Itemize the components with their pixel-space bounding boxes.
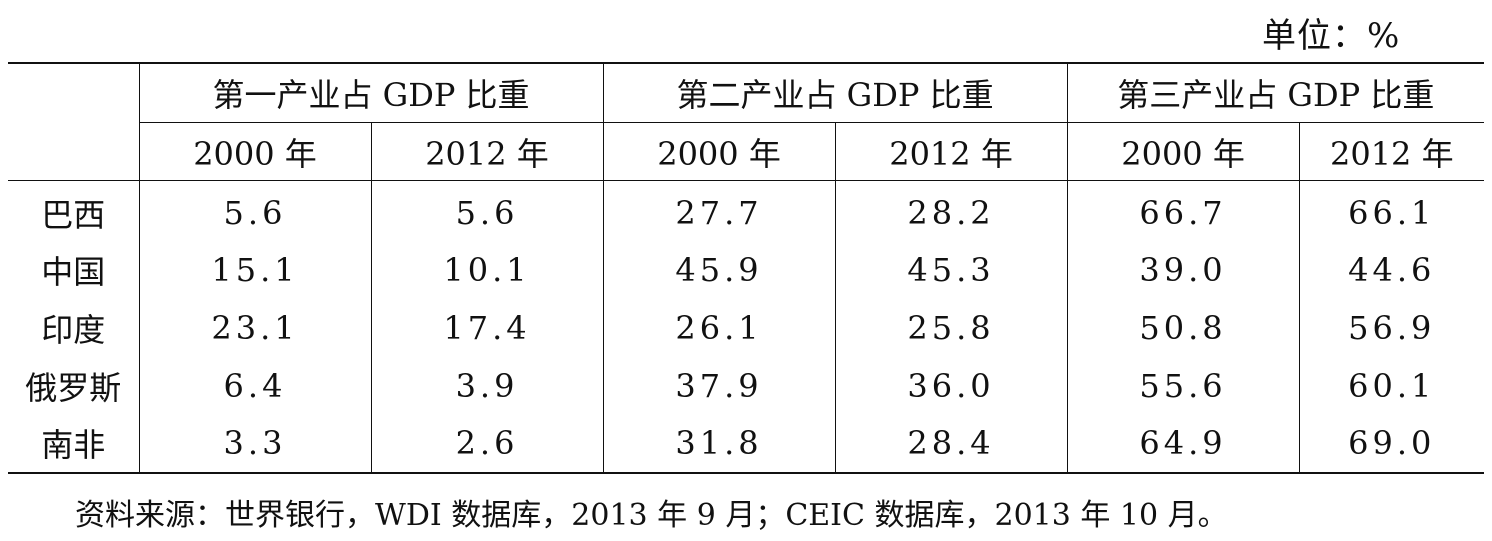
year-header: 2012 年 [1298, 122, 1485, 181]
value-cell: 5.6 [370, 180, 604, 242]
value-cell: 3.9 [370, 356, 604, 415]
year-header: 2000 年 [138, 122, 371, 181]
year-header: 2000 年 [1066, 122, 1300, 181]
country-cell: 俄罗斯 [25, 368, 122, 407]
value-cell: 69.0 [1298, 414, 1485, 473]
value-cell: 44.6 [1298, 241, 1485, 300]
value-cell: 55.6 [1066, 356, 1300, 415]
value-cell: 56.9 [1298, 299, 1485, 357]
country-cell: 南非 [41, 426, 106, 465]
value-cell: 3.3 [138, 414, 371, 473]
value-cell: 25.8 [834, 299, 1068, 357]
value-cell: 45.9 [602, 241, 836, 300]
table-row: 巴西 5.6 5.6 27.7 28.2 66.7 66.1 [8, 180, 1485, 242]
unit-label: 单位：% [1262, 16, 1401, 56]
industry-gdp-share-table: 第一产业占 GDP 比重 第二产业占 GDP 比重 第三产业占 GDP 比重 2… [8, 62, 1485, 474]
value-cell: 39.0 [1066, 241, 1300, 300]
country-cell: 中国 [41, 253, 106, 292]
value-cell: 64.9 [1066, 414, 1300, 473]
country-cell: 巴西 [41, 195, 106, 234]
year-header: 2000 年 [602, 122, 836, 181]
value-cell: 60.1 [1298, 356, 1485, 415]
source-note: 资料来源：世界银行，WDI 数据库，2013 年 9 月；CEIC 数据库，20… [75, 498, 1228, 533]
value-cell: 28.4 [834, 414, 1068, 473]
value-cell: 45.3 [834, 241, 1068, 300]
table-row: 南非 3.3 2.6 31.8 28.4 64.9 69.0 [8, 414, 1485, 473]
year-header: 2012 年 [834, 122, 1068, 181]
value-cell: 66.1 [1298, 180, 1485, 242]
value-cell: 66.7 [1066, 180, 1300, 242]
value-cell: 36.0 [834, 356, 1068, 415]
value-cell: 2.6 [370, 414, 604, 473]
corner-cell-lower [8, 123, 139, 181]
table-row: 中国 15.1 10.1 45.9 45.3 39.0 44.6 [8, 241, 1485, 300]
group-header-tertiary: 第三产业占 GDP 比重 [1066, 63, 1485, 123]
corner-cell [8, 63, 139, 123]
value-cell: 15.1 [138, 241, 371, 300]
value-cell: 31.8 [602, 414, 836, 473]
group-header-secondary: 第二产业占 GDP 比重 [602, 63, 1068, 123]
value-cell: 50.8 [1066, 299, 1300, 357]
value-cell: 28.2 [834, 180, 1068, 242]
group-header-row: 第一产业占 GDP 比重 第二产业占 GDP 比重 第三产业占 GDP 比重 [8, 63, 1485, 123]
value-cell: 27.7 [602, 180, 836, 242]
table-row: 印度 23.1 17.4 26.1 25.8 50.8 56.9 [8, 299, 1485, 357]
value-cell: 17.4 [370, 299, 604, 357]
value-cell: 5.6 [138, 180, 371, 242]
value-cell: 37.9 [602, 356, 836, 415]
group-header-primary: 第一产业占 GDP 比重 [138, 63, 604, 123]
value-cell: 23.1 [138, 299, 371, 357]
country-cell: 印度 [41, 310, 106, 349]
year-header: 2012 年 [370, 122, 604, 181]
table-row: 俄罗斯 6.4 3.9 37.9 36.0 55.6 60.1 [8, 356, 1485, 415]
value-cell: 6.4 [138, 356, 371, 415]
value-cell: 10.1 [370, 241, 604, 300]
value-cell: 26.1 [602, 299, 836, 357]
year-header-row: 2000 年 2012 年 2000 年 2012 年 2000 年 2012 … [8, 122, 1485, 181]
